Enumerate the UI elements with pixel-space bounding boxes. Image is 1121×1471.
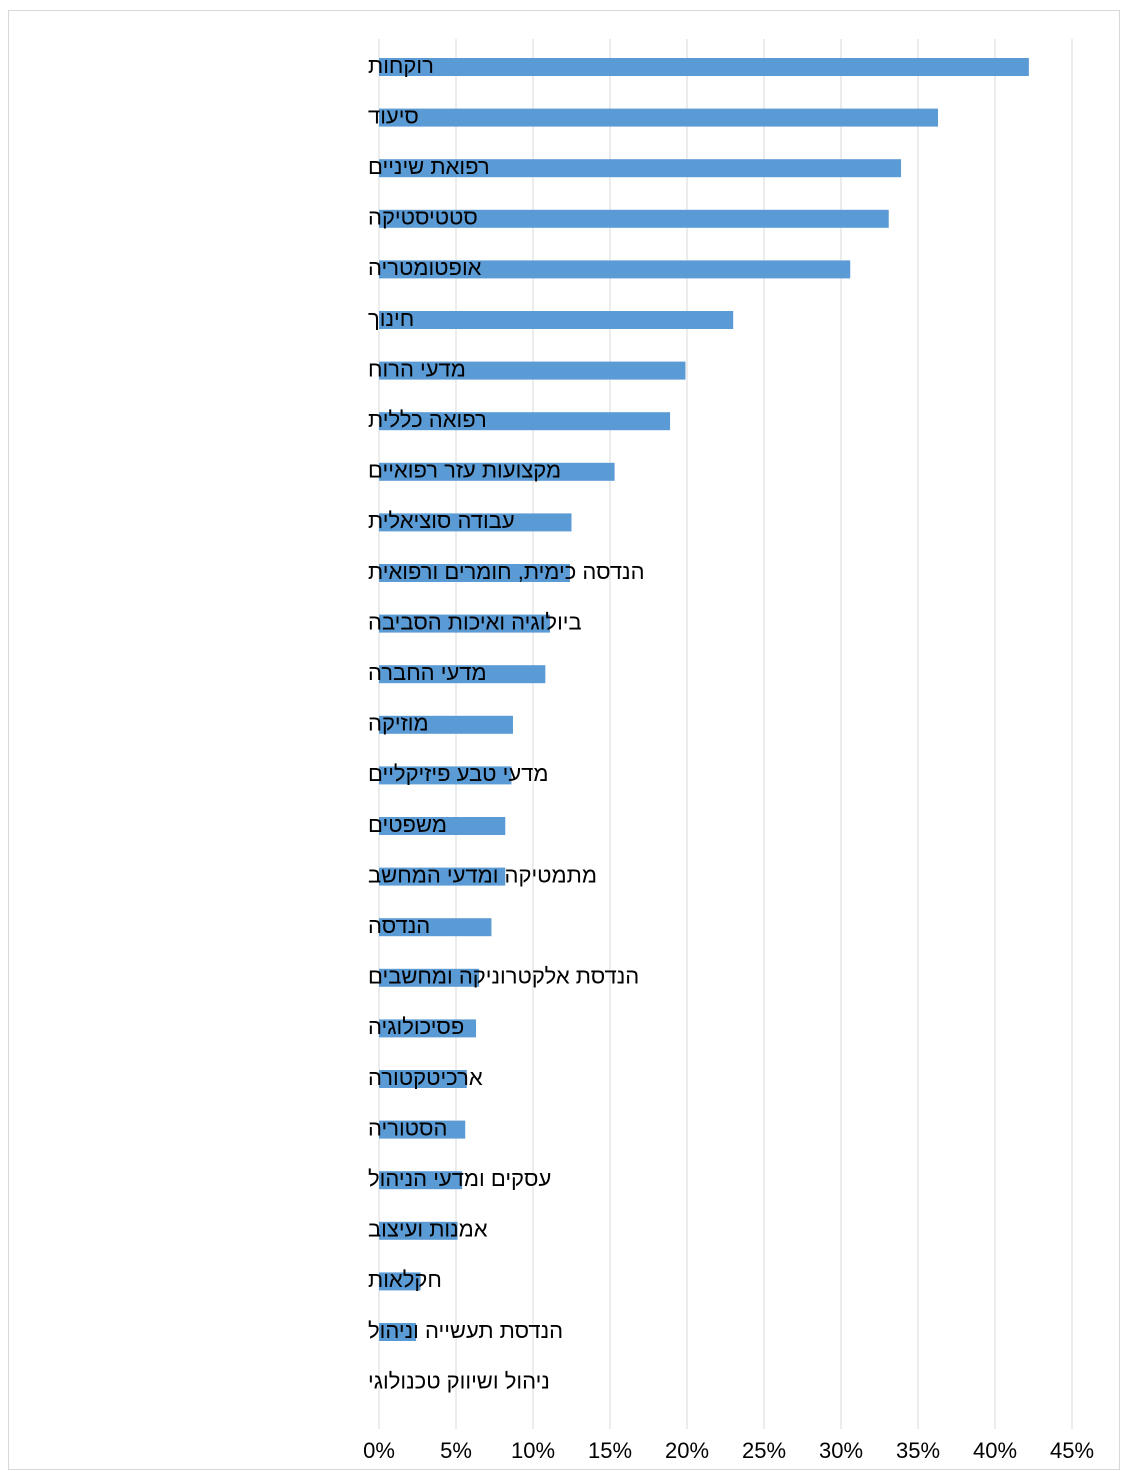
category-label: הנדסת אלקטרוניקה ומחשבים xyxy=(368,964,639,989)
chart-frame: רוקחות סיעוד רפואת שיניים סטטיסטיקה אופטומטר… xyxy=(8,10,1120,1470)
category-label: רפואה כללית xyxy=(368,407,487,432)
bar xyxy=(379,513,572,532)
bar xyxy=(379,1323,416,1341)
bar xyxy=(379,1120,466,1139)
x-axis-ticks: 0% 5% 10% 15% 20% 25% 30% 35% 40% 45% xyxy=(363,1438,1094,1463)
bar xyxy=(379,867,506,886)
category-label: מדעי טבע פיזיקליים xyxy=(368,761,548,786)
x-tick-label: 0% xyxy=(363,1438,395,1463)
category-label: הסטוריה xyxy=(368,1115,447,1140)
category-label: עבודה סוציאלית xyxy=(368,508,515,533)
bars xyxy=(379,58,1029,1341)
x-tick-label: 45% xyxy=(1050,1438,1094,1463)
category-label: משפטים xyxy=(368,812,447,837)
x-tick-label: 5% xyxy=(440,1438,472,1463)
bar xyxy=(379,108,939,127)
category-label: סיעוד xyxy=(368,103,419,128)
category-label: מקצועות עזר רפואיים xyxy=(368,458,561,483)
category-label: סטטיסטיקה xyxy=(368,205,478,230)
bar xyxy=(379,665,546,684)
bar xyxy=(379,968,480,987)
category-label: ביולוגיה ואיכות הסביבה xyxy=(368,609,582,634)
bar xyxy=(379,361,686,380)
category-label: הנדסה xyxy=(368,913,430,938)
x-tick-label: 40% xyxy=(973,1438,1017,1463)
bar xyxy=(379,1221,458,1240)
bar xyxy=(379,462,615,481)
category-label: אופטומטריה xyxy=(368,255,482,280)
bar xyxy=(379,1272,421,1291)
bar xyxy=(379,614,550,633)
category-label: מדעי הרוח xyxy=(368,356,466,381)
bar-chart: רוקחות סיעוד רפואת שיניים סטטיסטיקה אופטומטר… xyxy=(363,39,1094,1463)
x-tick-label: 10% xyxy=(511,1438,555,1463)
category-label: רפואת שיניים xyxy=(368,154,490,179)
category-label: אמנות ועיצוב xyxy=(368,1217,488,1242)
bar xyxy=(379,918,492,937)
bar xyxy=(379,1019,477,1038)
bar xyxy=(379,1171,463,1190)
bar xyxy=(379,412,671,431)
category-label: רוקחות xyxy=(368,53,434,78)
category-label: מתמטיקה ומדעי המחשב xyxy=(368,862,597,887)
bar xyxy=(379,159,902,178)
x-tick-label: 30% xyxy=(819,1438,863,1463)
category-label: מדעי החברה xyxy=(368,660,487,685)
bar xyxy=(379,766,512,785)
bar xyxy=(379,817,506,835)
category-label: חינוך xyxy=(368,306,414,331)
category-label: הנדסה כימית, חומרים ורפואית xyxy=(368,559,645,584)
x-tick-label: 20% xyxy=(665,1438,709,1463)
category-label: ארכיטקטורה xyxy=(368,1065,483,1090)
category-label: עסקים ומדעי הניהול xyxy=(368,1166,551,1191)
bar xyxy=(379,209,889,228)
bar xyxy=(379,311,734,329)
category-label: חקלאות xyxy=(368,1267,442,1292)
category-label: פסיכולוגיה xyxy=(368,1014,464,1039)
x-tick-label: 35% xyxy=(896,1438,940,1463)
category-label: מוזיקה xyxy=(368,711,429,736)
bar xyxy=(379,58,1029,76)
category-label: הנדסת תעשייה וניהול xyxy=(368,1318,563,1343)
category-label: ניהול ושיווק טכנולוגי xyxy=(368,1368,550,1393)
x-tick-label: 25% xyxy=(742,1438,786,1463)
bar xyxy=(379,260,851,279)
bar xyxy=(379,564,570,582)
bar xyxy=(379,1070,467,1088)
bar xyxy=(379,715,513,734)
x-tick-label: 15% xyxy=(588,1438,632,1463)
category-labels: רוקחות סיעוד רפואת שיניים סטטיסטיקה אופטומטר… xyxy=(368,53,645,1394)
